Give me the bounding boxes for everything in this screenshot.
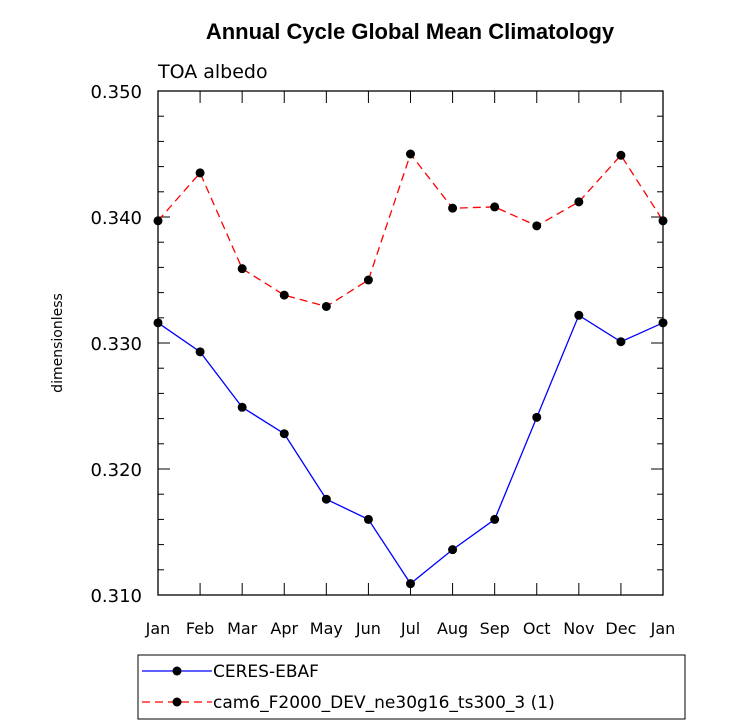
chart-subtitle: TOA albedo [157, 61, 268, 83]
legend-marker [172, 666, 182, 676]
data-point [237, 402, 247, 412]
data-point [406, 149, 415, 159]
x-tick-label: Aug [437, 619, 468, 638]
data-point [237, 264, 247, 274]
legend-marker [172, 697, 182, 707]
series-line [157, 314, 664, 585]
y-tick-label: 0.330 [90, 334, 142, 355]
x-tick-labels: Jan Feb Mar Apr May Jun Jul Aug Sep Oct Nov Dec Jan [145, 619, 676, 638]
chart-title: Annual Cycle Global Mean Climatology [206, 19, 615, 44]
data-point [195, 347, 205, 357]
data-point [616, 150, 626, 160]
y-tick-label: 0.340 [90, 208, 142, 229]
x-tick-label: Mar [227, 619, 258, 638]
legend-box [137, 654, 686, 720]
data-point [153, 318, 163, 328]
data-point [532, 412, 542, 422]
data-point [153, 216, 163, 226]
x-tick-label: Jan [145, 619, 171, 638]
series-layer [153, 149, 668, 589]
data-point [363, 275, 373, 285]
x-tick-label: Nov [563, 619, 594, 638]
data-point [574, 197, 584, 207]
data-point [448, 545, 458, 555]
x-tick-label: Apr [270, 619, 298, 638]
data-point [490, 202, 500, 212]
data-point [616, 337, 626, 347]
x-tick-label: May [310, 619, 343, 638]
plot-frame [157, 90, 664, 596]
series-0 [153, 310, 668, 589]
x-tick-label: Jun [355, 619, 381, 638]
data-point [448, 203, 458, 213]
data-point [279, 429, 289, 439]
data-point [532, 221, 542, 231]
data-point [321, 301, 331, 311]
x-tick-label: Jan [650, 619, 676, 638]
y-tick-label: 0.310 [90, 586, 142, 607]
x-tick-label: Oct [523, 619, 551, 638]
axis-ticks [157, 91, 664, 596]
data-point [279, 290, 289, 300]
data-point [363, 514, 373, 524]
series-1 [153, 149, 668, 311]
series-line [157, 152, 664, 308]
data-point [658, 318, 668, 328]
legend: CERES-EBAF cam6_F2000_DEV_ne30g16_ts300_3… [137, 654, 686, 720]
data-point [195, 168, 205, 178]
legend-label: cam6_F2000_DEV_ne30g16_ts300_3 (1) [213, 693, 555, 713]
x-tick-label: Dec [605, 619, 636, 638]
legend-label: CERES-EBAF [213, 662, 319, 682]
y-tick-labels: 0.310 0.320 0.330 0.340 0.350 [90, 82, 142, 607]
data-point [490, 514, 500, 524]
data-point [321, 494, 331, 504]
data-point [574, 310, 584, 320]
data-point [406, 579, 415, 589]
x-tick-label: Feb [186, 619, 214, 638]
data-point [658, 216, 668, 226]
x-tick-label: Jul [400, 619, 420, 638]
y-tick-label: 0.350 [90, 82, 142, 103]
y-tick-label: 0.320 [90, 460, 142, 481]
y-axis-label: dimensionless [50, 293, 66, 393]
x-tick-label: Sep [480, 619, 510, 638]
